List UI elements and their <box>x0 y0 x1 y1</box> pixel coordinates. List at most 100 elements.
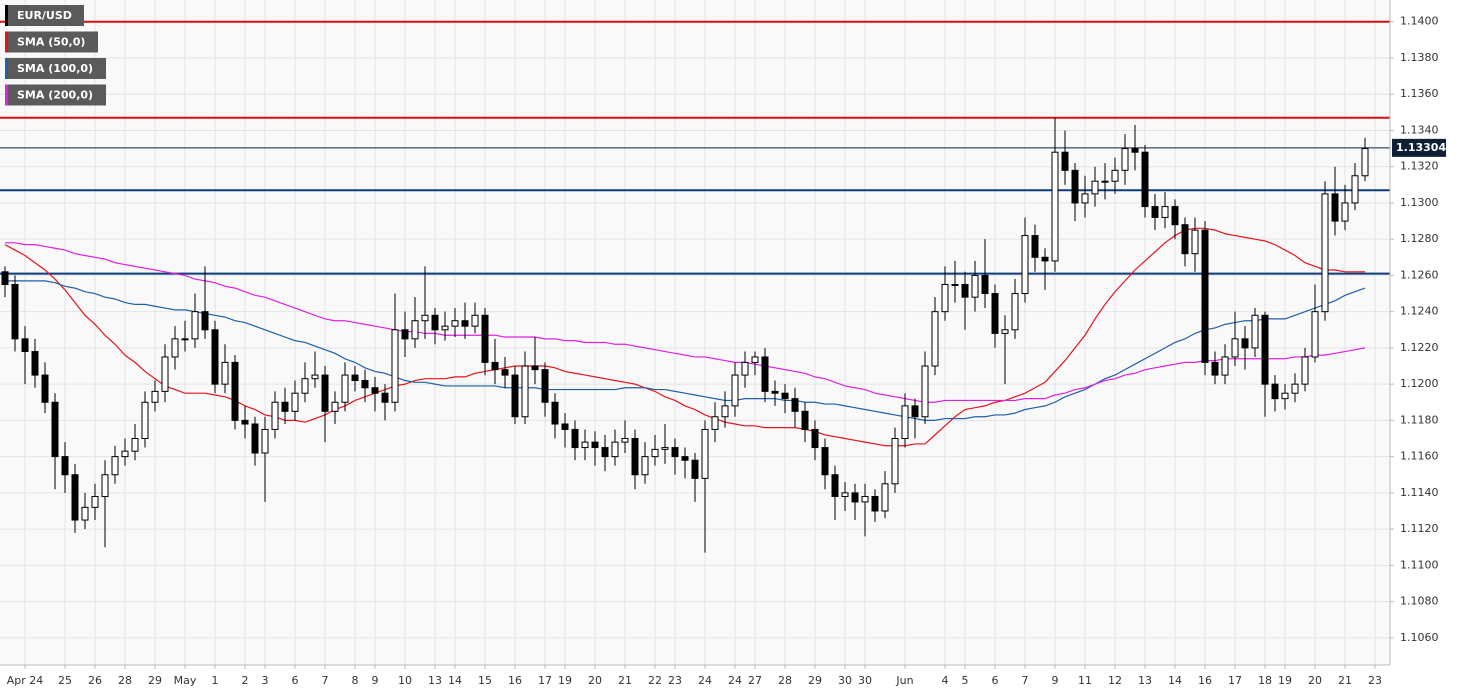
candle-body <box>261 428 269 454</box>
candle-body <box>961 283 969 298</box>
x-tick-label: 15 <box>478 674 492 687</box>
legend-swatch <box>5 31 8 53</box>
legend-label: SMA (200,0) <box>17 89 93 102</box>
legend-label: SMA (50,0) <box>17 36 85 49</box>
candle-body <box>71 474 79 521</box>
y-tick-label: 1.1140 <box>1400 486 1439 499</box>
x-tick-label: 29 <box>148 674 162 687</box>
candle-body <box>1311 311 1319 358</box>
candle-body <box>1271 383 1279 400</box>
candle-body <box>1011 293 1019 331</box>
candle-body <box>111 456 119 476</box>
x-tick-label: 16 <box>508 674 522 687</box>
candle-body <box>541 369 549 403</box>
x-tick-label: 30 <box>838 674 852 687</box>
legend-box <box>5 84 106 106</box>
candle-body <box>661 447 669 450</box>
candle-body <box>481 314 489 363</box>
candle-body <box>521 365 529 418</box>
candle-body <box>1191 229 1199 255</box>
candle-body <box>91 495 99 508</box>
x-tick-label: 13 <box>428 674 442 687</box>
x-tick-label: 7 <box>322 674 329 687</box>
candle-body <box>791 398 799 412</box>
candle-body <box>401 329 409 340</box>
x-tick-label: Apr 24 <box>7 674 44 687</box>
x-tick-label: 25 <box>58 674 72 687</box>
candle-body <box>11 283 19 340</box>
candle-body <box>161 356 169 392</box>
candle-body <box>741 361 749 376</box>
candle-body <box>811 428 819 449</box>
candle-body <box>1261 314 1269 385</box>
candle-body <box>581 441 589 449</box>
candle-body <box>691 459 699 479</box>
candle-body <box>1221 356 1229 376</box>
candle-body <box>421 314 429 322</box>
y-tick-label: 1.1400 <box>1400 15 1439 28</box>
candle-body <box>1341 202 1349 222</box>
x-tick-label: 8 <box>352 674 359 687</box>
candle-body <box>231 361 239 421</box>
x-tick-label: 2 <box>242 674 249 687</box>
candle-body <box>1181 224 1189 255</box>
y-tick-label: 1.1320 <box>1400 160 1439 173</box>
candle-body <box>321 374 329 412</box>
candle-body <box>131 438 139 452</box>
candle-body <box>491 361 499 371</box>
x-tick-label: 11 <box>1078 674 1092 687</box>
candle-body <box>341 374 349 403</box>
legend-box <box>5 58 106 79</box>
candle-body <box>901 405 909 440</box>
x-tick-label: 16 <box>1198 674 1212 687</box>
x-tick-label: 12 <box>1108 674 1122 687</box>
candle-body <box>51 401 59 458</box>
candle-body <box>571 428 579 449</box>
x-tick-label: 19 <box>1278 674 1292 687</box>
x-tick-label: 17 <box>1228 674 1242 687</box>
y-tick-label: 1.1220 <box>1400 341 1439 354</box>
x-tick-label: 9 <box>1052 674 1059 687</box>
x-tick-label: 3 <box>262 674 269 687</box>
legend-box <box>5 31 98 53</box>
candle-body <box>451 320 459 327</box>
candle-body <box>1041 256 1049 262</box>
candle-body <box>61 456 69 476</box>
candle-body <box>1091 180 1099 195</box>
last-price-tag <box>1392 138 1446 157</box>
candle-body <box>101 474 109 497</box>
candle-body <box>381 392 389 403</box>
candle-body <box>1121 148 1129 171</box>
x-tick-label: 21 <box>618 674 632 687</box>
x-tick-label: 7 <box>1022 674 1029 687</box>
y-tick-label: 1.1380 <box>1400 51 1439 64</box>
candle-body <box>651 448 659 458</box>
candle-body <box>191 311 199 340</box>
x-tick-label: 29 <box>808 674 822 687</box>
legend-label: EUR/USD <box>17 9 72 22</box>
candle-body <box>1051 151 1059 262</box>
candle-body <box>1101 180 1109 183</box>
y-tick-label: 1.1260 <box>1400 268 1439 281</box>
candle-body <box>771 390 779 394</box>
candle-body <box>81 506 89 521</box>
candle-body <box>1231 338 1239 358</box>
x-tick-label: 13 <box>1138 674 1152 687</box>
candle-body <box>1131 148 1139 153</box>
candle-body <box>441 325 449 331</box>
candle-body <box>201 311 209 331</box>
candle-body <box>371 387 379 394</box>
candle-body <box>991 293 999 334</box>
candle-body <box>1161 206 1169 218</box>
x-tick-label: 9 <box>372 674 379 687</box>
x-tick-label: 14 <box>448 674 462 687</box>
candle-body <box>591 441 599 449</box>
candle-body <box>1251 314 1259 349</box>
candle-body <box>331 401 339 412</box>
candle-body <box>851 492 859 503</box>
candle-body <box>731 374 739 407</box>
legend: EUR/USD SMA (50,0) SMA (100,0) SMA (200,0) <box>5 5 106 106</box>
candle-body <box>171 338 179 358</box>
y-tick-label: 1.1160 <box>1400 450 1439 463</box>
y-tick-label: 1.1240 <box>1400 305 1439 318</box>
